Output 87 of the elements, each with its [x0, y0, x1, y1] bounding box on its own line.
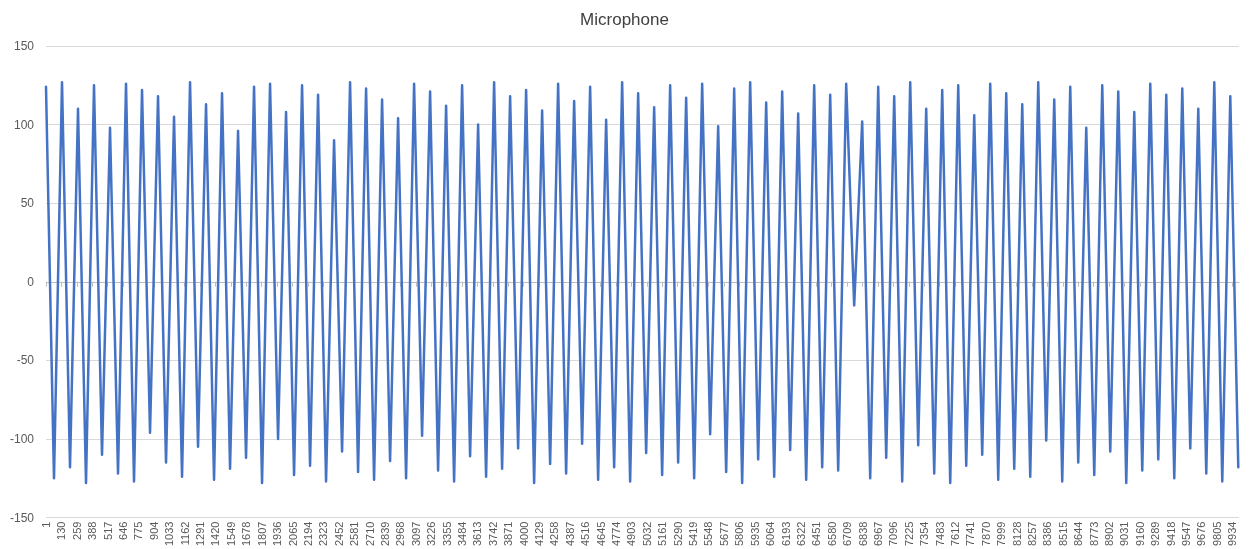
x-tick-label: 1162 — [178, 521, 191, 546]
x-tick-label: 2323 — [317, 521, 330, 547]
line-series — [44, 80, 1240, 485]
x-tick-label: 5290 — [671, 521, 684, 547]
chart-title: Microphone — [580, 10, 669, 29]
x-tick-label: 2065 — [286, 521, 299, 547]
x-tick-label: 7096 — [887, 521, 900, 547]
x-tick-label: 3742 — [486, 521, 499, 547]
x-tick-label: 7354 — [918, 521, 931, 547]
x-tick-label: 9418 — [1164, 521, 1177, 547]
x-tick-label: 7483 — [933, 521, 946, 547]
x-tick-label: 2968 — [394, 521, 407, 547]
x-tick-label: 6580 — [825, 521, 838, 547]
x-tick-label: 6838 — [856, 521, 869, 547]
x-tick-label: 6322 — [794, 521, 807, 547]
x-tick-label: 9934 — [1226, 521, 1239, 547]
x-tick-label: 904 — [147, 521, 160, 540]
x-tick-label: 7612 — [948, 521, 961, 547]
x-tick-label: 7225 — [902, 521, 915, 547]
x-tick-label: 1291 — [194, 521, 207, 547]
x-tick-label: 646 — [117, 521, 130, 540]
x-tick-label: 9547 — [1180, 521, 1193, 547]
x-tick-label: 8773 — [1087, 521, 1100, 547]
x-tick-label: 9676 — [1195, 521, 1208, 547]
y-tick-label: 50 — [20, 196, 35, 211]
x-tick-label: 2710 — [363, 521, 376, 547]
x-tick-label: 3484 — [455, 521, 468, 547]
x-tick-label: 8902 — [1103, 521, 1116, 547]
x-tick-label: 1936 — [271, 521, 284, 547]
x-tick-label: 5677 — [717, 521, 730, 547]
x-tick-label: 3097 — [409, 521, 422, 547]
x-tick-label: 8515 — [1056, 521, 1069, 547]
x-tick-label: 3355 — [440, 521, 453, 547]
x-tick-label: 259 — [70, 521, 83, 540]
x-tick-label: 6451 — [810, 521, 823, 547]
x-tick-label: 8644 — [1072, 521, 1085, 547]
x-tick-label: 5935 — [748, 521, 761, 547]
x-tick-label: 4000 — [517, 521, 530, 547]
x-tick-label: 1807 — [255, 521, 268, 547]
x-tick-label: 3871 — [502, 521, 515, 547]
x-tick-label: 6709 — [841, 521, 854, 547]
x-tick-label: 8128 — [1010, 521, 1023, 547]
x-tick-label: 6193 — [779, 521, 792, 547]
x-tick-label: 9031 — [1118, 521, 1131, 547]
y-tick-label: 150 — [13, 39, 35, 53]
x-tick-label: 4903 — [625, 521, 638, 547]
x-tick-label: 9289 — [1149, 521, 1162, 547]
x-tick-label: 2194 — [301, 521, 314, 547]
x-tick-label: 5032 — [640, 521, 653, 547]
x-tick-label: 9805 — [1210, 521, 1223, 547]
x-tick-label: 9160 — [1133, 521, 1146, 547]
x-tick-label: 1678 — [240, 521, 253, 547]
x-tick-label: 3613 — [471, 521, 484, 547]
x-tick-label: 7870 — [979, 521, 992, 547]
x-tick-label: 4516 — [579, 521, 592, 547]
x-tick-label: 1 — [40, 521, 52, 528]
x-tick-label: 4129 — [533, 521, 546, 547]
x-tick-label: 517 — [101, 521, 114, 540]
x-tick-label: 775 — [132, 521, 145, 540]
x-tick-label: 5548 — [702, 521, 715, 547]
x-tick-label: 6064 — [764, 521, 777, 547]
x-tick-label: 2452 — [332, 521, 345, 547]
x-tick-label: 1549 — [224, 521, 237, 547]
y-tick-label: -50 — [16, 353, 35, 368]
x-tick-label: 1420 — [209, 521, 222, 547]
x-tick-label: 6967 — [871, 521, 884, 547]
x-tick-label: 4645 — [594, 521, 607, 547]
x-tick-label: 4258 — [548, 521, 561, 547]
x-tick-label: 8257 — [1026, 521, 1039, 547]
x-tick-label: 7741 — [964, 521, 977, 547]
x-tick-label: 4387 — [563, 521, 576, 547]
x-tick-label: 2839 — [378, 521, 391, 547]
x-tick-label: 7999 — [995, 521, 1008, 547]
x-tick-label: 5806 — [733, 521, 746, 547]
x-tick-label: 5419 — [687, 521, 700, 547]
x-tick-label: 3226 — [425, 521, 438, 547]
x-tick-label: 4774 — [610, 521, 623, 547]
x-tick-label: 130 — [55, 521, 68, 540]
x-tick-label: 8386 — [1041, 521, 1054, 547]
y-tick-label: -150 — [9, 510, 35, 525]
x-tick-label: 1033 — [163, 521, 176, 547]
y-tick-label: 100 — [13, 117, 35, 132]
x-tick-label: 2581 — [348, 521, 361, 547]
x-tick-label: 388 — [86, 521, 99, 540]
x-tick-label: 5161 — [656, 521, 669, 547]
y-tick-label: 0 — [27, 274, 35, 289]
y-tick-label: -100 — [9, 431, 35, 446]
